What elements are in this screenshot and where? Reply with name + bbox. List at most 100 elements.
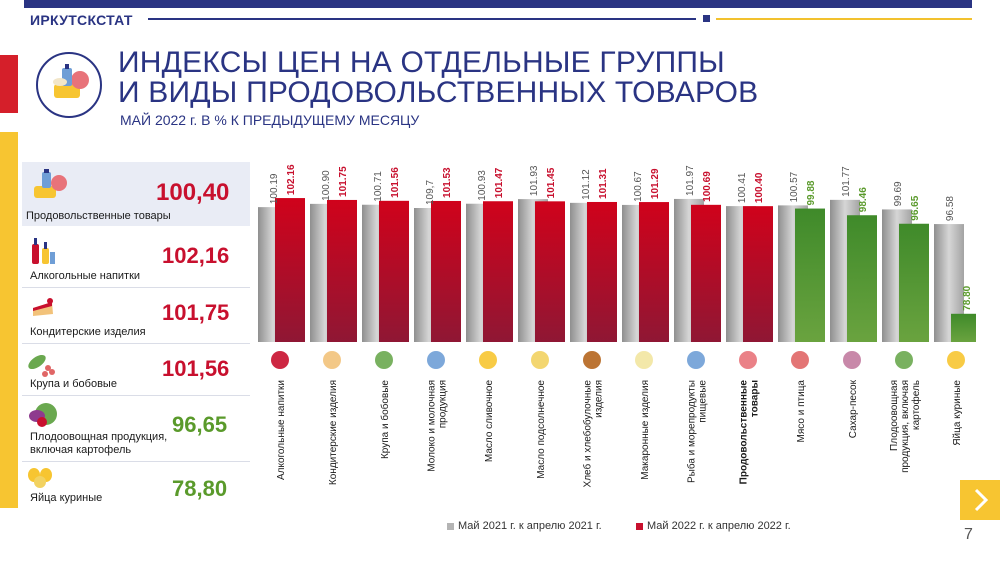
beans-icon xyxy=(375,351,393,369)
data-label-2021-6: 101.12 xyxy=(581,169,592,200)
sidebar-value-alcohol: 102,16 xyxy=(162,243,230,268)
page-number: 7 xyxy=(964,526,973,543)
data-label-2022-6: 101.31 xyxy=(598,168,609,199)
sidebar-label-confectionery: Кондитерские изделия xyxy=(30,326,146,338)
vegetables-icon xyxy=(895,351,913,369)
legend-label-2022: Май 2022 г. к апрелю 2022 г. xyxy=(647,520,791,532)
category-label-3: продукция xyxy=(438,380,449,428)
category-label-4: Масло сливочное xyxy=(484,380,495,463)
header-line-gold xyxy=(716,18,972,20)
category-label-1: Кондитерские изделия xyxy=(328,380,339,485)
bar-2022-4 xyxy=(483,201,513,342)
header-line-navy xyxy=(148,18,696,20)
sidebar-label-groceries: Продовольственные товары xyxy=(26,210,171,222)
fish-icon xyxy=(687,351,705,369)
category-label-2: Крупа и бобовые xyxy=(379,380,391,459)
data-label-2021-10: 100.57 xyxy=(789,171,800,202)
title-line-2: И ВИДЫ ПРОДОВОЛЬСТВЕННЫХ ТОВАРОВ xyxy=(118,76,759,109)
data-label-2022-12: 96.65 xyxy=(910,195,921,220)
top-bar xyxy=(24,0,972,8)
data-label-2021-3: 109,7 xyxy=(425,180,436,205)
data-label-2021-8: 101.97 xyxy=(685,165,696,196)
left-gold-strip xyxy=(0,132,18,508)
data-label-2022-2: 101.56 xyxy=(390,167,401,198)
data-label-2021-0: 100.19 xyxy=(269,173,280,204)
legend-mark-2021 xyxy=(447,522,454,530)
category-label-10: Мясо и птица xyxy=(796,380,807,443)
sidebar-value-groceries: 100,40 xyxy=(156,179,230,206)
sidebar-value-eggs: 78,80 xyxy=(172,476,228,501)
butter-icon xyxy=(479,351,497,369)
header-square xyxy=(703,15,710,22)
category-label-5: Масло подсолнечное xyxy=(536,380,547,479)
category-label-12: картофель xyxy=(910,380,922,430)
data-label-2022-7: 101.29 xyxy=(650,168,661,199)
legend-item-2021: Май 2021 г. к апрелю 2021 г. xyxy=(447,520,602,532)
category-label-0: Алкогольные напитки xyxy=(276,380,287,480)
category-label-6: изделия xyxy=(594,380,605,418)
data-label-2021-7: 100.67 xyxy=(633,171,644,202)
bar-2022-10 xyxy=(795,208,825,342)
data-label-2021-12: 99.69 xyxy=(893,181,904,206)
eggs-icon xyxy=(26,465,56,494)
data-label-2022-11: 98.46 xyxy=(858,187,869,212)
title-line-1: ИНДЕКСЫ ЦЕН НА ОТДЕЛЬНЫЕ ГРУППЫ xyxy=(118,46,725,79)
data-label-2022-3: 101.53 xyxy=(442,167,453,198)
sidebar-label-eggs: Яйца куриные xyxy=(30,492,103,504)
data-label-2021-5: 101.93 xyxy=(529,165,540,196)
bar-2022-0 xyxy=(275,198,305,342)
vegetables-icon xyxy=(28,400,60,433)
data-label-2021-13: 96.58 xyxy=(945,196,956,221)
data-label-2022-13: 78.80 xyxy=(962,285,973,310)
sidebar-value-vegetables: 96,65 xyxy=(172,412,228,437)
next-slide-button[interactable] xyxy=(960,480,1000,520)
bottles-icon xyxy=(30,236,56,271)
sidebar-label-cereals: Крупа и бобовые xyxy=(30,378,117,390)
bar-2022-13 xyxy=(951,313,976,342)
data-label-2022-0: 102.16 xyxy=(286,164,297,195)
legend-label-2021: Май 2021 г. к апрелю 2021 г. xyxy=(458,520,602,532)
sidebar-separator xyxy=(22,343,250,344)
beans-icon xyxy=(26,350,56,383)
data-label-2022-10: 99.88 xyxy=(806,180,817,205)
page-title: ИНДЕКСЫ ЦЕН НА ОТДЕЛЬНЫЕ ГРУППЫ И ВИДЫ П… xyxy=(118,48,758,108)
bar-2022-9 xyxy=(743,206,773,342)
cake-icon xyxy=(323,351,341,369)
category-label-13: Яйца куриные xyxy=(952,380,963,446)
bar-2022-6 xyxy=(587,201,617,342)
sidebar-value-confectionery: 101,75 xyxy=(162,300,230,325)
milk-icon xyxy=(427,351,445,369)
data-label-2021-11: 101.77 xyxy=(841,166,852,197)
pasta-icon xyxy=(635,351,653,369)
oil-icon xyxy=(531,351,549,369)
data-label-2022-9: 100.40 xyxy=(754,172,765,203)
bar-2022-5 xyxy=(535,201,565,342)
sidebar-separator xyxy=(22,461,250,462)
sugar-icon xyxy=(843,351,861,369)
data-label-2022-8: 100.69 xyxy=(702,171,713,202)
groceries-icon xyxy=(30,168,70,207)
category-label-12: Плодоовощная xyxy=(889,380,900,451)
bar-2022-8 xyxy=(691,204,721,342)
bar-2022-2 xyxy=(379,200,409,342)
category-label-8: Рыба и морепродукты xyxy=(686,380,698,483)
data-label-2022-4: 101.47 xyxy=(494,167,505,198)
category-label-7: Макаронные изделия xyxy=(640,380,651,480)
legend-mark-2022 xyxy=(636,522,643,530)
data-label-2021-1: 100.90 xyxy=(321,170,332,201)
data-label-2021-2: 100.71 xyxy=(373,171,384,202)
category-label-9: товары xyxy=(750,380,761,417)
left-red-strip xyxy=(0,55,18,113)
sidebar-label-vegetables: Плодоовощная продукция, включая картофел… xyxy=(30,431,168,456)
eggs-icon xyxy=(947,351,965,369)
sidebar-value-cereals: 101,56 xyxy=(162,356,230,381)
category-label-12: продукция, включая xyxy=(900,380,911,473)
groceries-icon xyxy=(739,351,757,369)
bread-icon xyxy=(583,351,601,369)
data-label-2021-4: 100.93 xyxy=(477,170,488,201)
chevron-right-icon xyxy=(974,488,989,512)
bottles-icon xyxy=(271,351,289,369)
bar-2022-1 xyxy=(327,199,357,342)
cake-icon xyxy=(30,296,56,327)
sidebar-item-groceries xyxy=(22,162,250,226)
